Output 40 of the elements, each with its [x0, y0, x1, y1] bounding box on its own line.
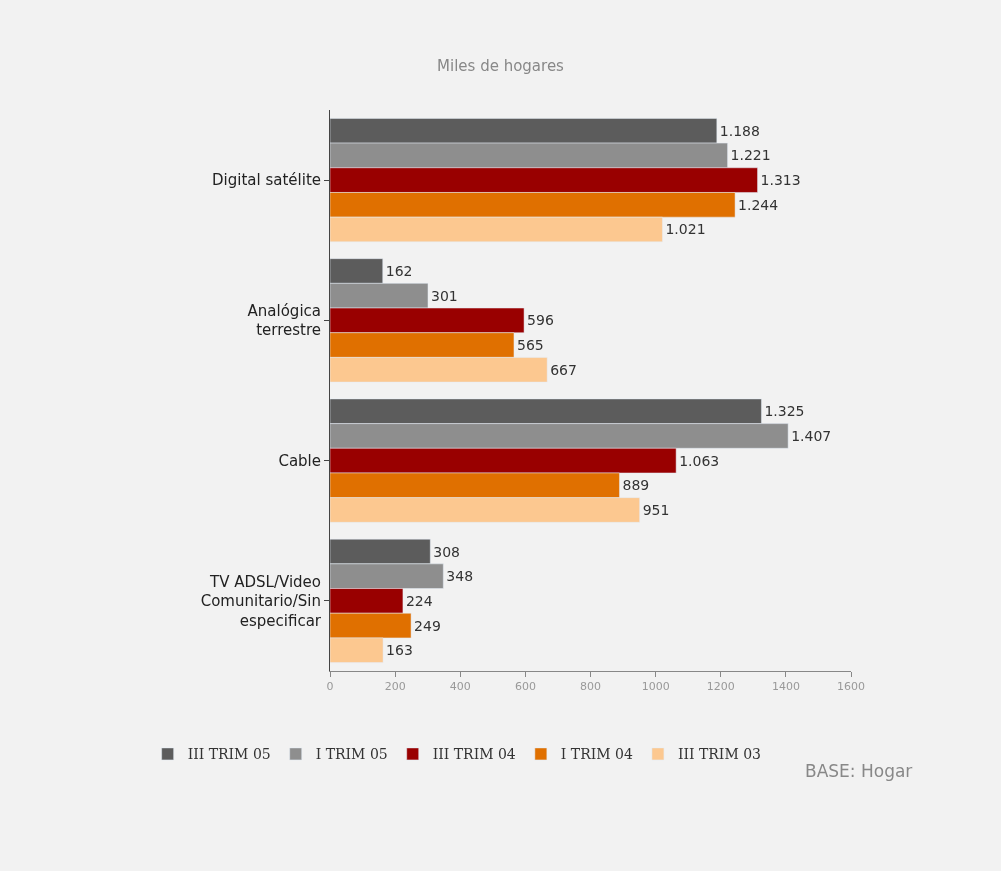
- data-label: 348: [446, 568, 474, 585]
- data-label: 1.313: [760, 172, 801, 189]
- legend-label: III TRIM 04: [432, 746, 516, 763]
- data-label: 1.188: [719, 122, 760, 139]
- data-label: 596: [527, 312, 554, 329]
- y-tick-label: Analógica terrestre: [247, 301, 321, 340]
- legend-label: I TRIM 05: [315, 746, 388, 763]
- data-label: 1.325: [764, 403, 805, 420]
- x-tick-label: 1400: [771, 680, 800, 694]
- y-tick-label: TV ADSL/Video Comunitario/Sin especificar: [200, 572, 322, 630]
- data-label: 1.244: [738, 196, 779, 213]
- data-label: 224: [405, 592, 433, 609]
- legend-label: III TRIM 05: [187, 746, 271, 763]
- x-tick-label: 1000: [641, 680, 670, 694]
- text: BASE: Hogar: [805, 761, 913, 781]
- data-label: 1.021: [665, 221, 706, 238]
- legend-label: III TRIM 03: [677, 746, 761, 763]
- x-tick-label: 200: [384, 680, 406, 694]
- y-tick-label: Cable: [278, 451, 321, 470]
- legend-label: I TRIM 04: [560, 746, 633, 763]
- data-label: 565: [516, 337, 544, 354]
- data-label: 162: [385, 263, 413, 280]
- data-label: 301: [431, 287, 458, 304]
- chart-title: Miles de hogares: [437, 57, 565, 76]
- y-tick-label: Digital satélite: [212, 171, 321, 190]
- x-tick-label: 400: [449, 680, 471, 694]
- x-tick-label: 800: [580, 680, 601, 694]
- x-tick-label: 1600: [837, 680, 865, 694]
- data-label: 1.407: [791, 427, 832, 444]
- data-label: 249: [414, 617, 441, 634]
- data-label: 951: [642, 501, 670, 518]
- x-tick-label: 600: [514, 680, 536, 694]
- data-label: 1.063: [679, 452, 720, 469]
- data-label: 1.221: [730, 147, 771, 164]
- x-tick-label: 0: [326, 680, 334, 694]
- data-label: 163: [386, 642, 413, 659]
- x-tick-label: 1200: [706, 680, 735, 694]
- data-label: 667: [550, 361, 577, 378]
- data-label: 889: [622, 477, 650, 494]
- data-label: 308: [433, 543, 461, 560]
